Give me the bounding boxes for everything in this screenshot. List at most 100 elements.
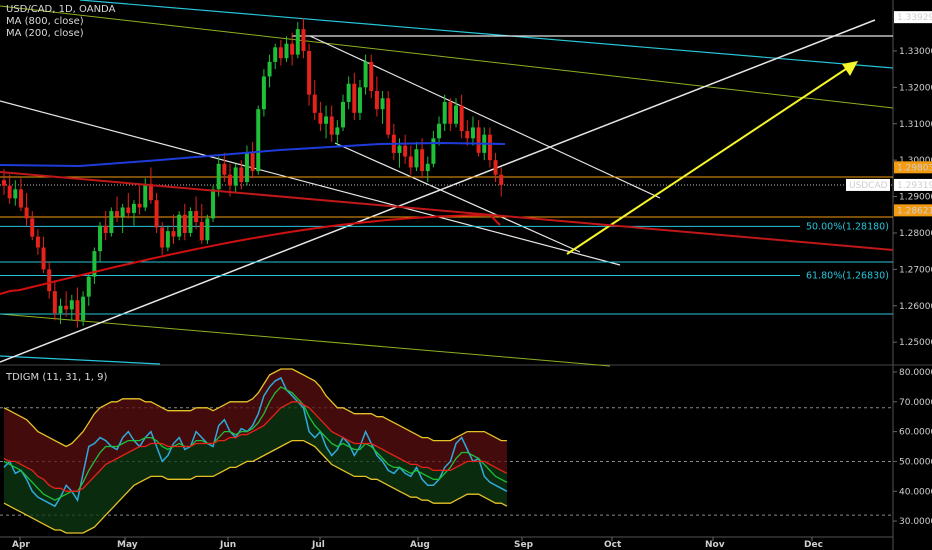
- candle-body: [256, 109, 261, 172]
- price-tick-label: 1.27000: [899, 265, 932, 275]
- candle-body: [69, 300, 74, 310]
- osc-tick-label: 70.0000: [899, 398, 932, 408]
- month-label: May: [117, 540, 138, 550]
- candle-body: [103, 225, 108, 233]
- candle-body: [318, 112, 323, 124]
- price-tag-current: 1.29319: [897, 181, 932, 191]
- osc-series-line: [3, 401, 508, 492]
- axis-labels: 50.00%(1.28180) 61.80%(1.26830) Apr May Jun J…: [12, 221, 889, 550]
- ma200-legend[interactable]: MA (200, close): [6, 28, 84, 39]
- candle-body: [115, 211, 119, 217]
- candle-body: [346, 83, 351, 102]
- price-tick-label: 1.25000: [899, 338, 932, 348]
- price-tag-orange: 1.29803: [897, 163, 932, 173]
- yellow-projection-arrow[interactable]: [566, 64, 853, 255]
- candle-body: [52, 291, 57, 314]
- candle-body: [284, 43, 289, 59]
- candle-body: [352, 83, 357, 113]
- candle-body: [126, 207, 131, 213]
- oscillator-legend: TDIGM (11, 31, 1, 9): [6, 372, 107, 384]
- candle-body: [380, 98, 385, 110]
- candle-body: [13, 189, 18, 199]
- month-label: Oct: [604, 540, 622, 550]
- price-tag-current-bg: [894, 178, 932, 191]
- month-label: Nov: [705, 540, 725, 550]
- candle-body: [295, 29, 300, 55]
- tdigm-legend[interactable]: TDIGM (11, 31, 1, 9): [6, 372, 108, 383]
- candle-body: [459, 105, 464, 132]
- price-tick-label: 1.32000: [899, 83, 932, 93]
- candle-body: [278, 47, 283, 59]
- osc-series-line: [3, 368, 507, 448]
- channel-upper-line[interactable]: [79, 0, 894, 69]
- candle-body: [261, 76, 266, 110]
- channel-lower-line[interactable]: [0, 355, 161, 365]
- price-tag-high-bg: [894, 11, 932, 24]
- price-tag-orange-bg: [894, 161, 932, 174]
- candle-body: [41, 247, 46, 270]
- candle-body: [160, 227, 165, 248]
- candle-body: [24, 207, 29, 219]
- olive-channel-upper[interactable]: [0, 5, 894, 109]
- candle-body: [188, 211, 193, 233]
- moving-averages: [0, 141, 894, 295]
- candle-body: [64, 305, 69, 310]
- candle-body: [171, 231, 176, 237]
- white-uptrend-line[interactable]: [0, 19, 876, 363]
- candle-body: [403, 145, 408, 157]
- symbol-tag: USDCAD: [849, 181, 888, 191]
- month-label: Jul: [311, 540, 325, 550]
- candle-body: [341, 101, 345, 128]
- candle-body: [205, 218, 210, 241]
- candle-body: [454, 105, 458, 124]
- wedge-upper-line[interactable]: [309, 35, 661, 199]
- osc-tick-label: 80.0000: [899, 368, 932, 378]
- candle-body: [211, 189, 216, 219]
- candle-body: [86, 276, 91, 297]
- candle-body: [58, 305, 63, 314]
- candle-body: [465, 131, 470, 139]
- white-downtrend-line[interactable]: [0, 100, 621, 266]
- candle-body: [75, 300, 80, 321]
- symbol-tag-bg: [846, 178, 890, 191]
- candle-body: [92, 251, 97, 277]
- candle-body: [267, 61, 272, 77]
- candle-body: [324, 116, 329, 124]
- ma800-legend[interactable]: MA (800, close): [6, 16, 84, 27]
- ma200-line: [0, 213, 501, 295]
- price-tick-label: 1.31000: [899, 120, 932, 130]
- price-tick-label: 1.30000: [899, 156, 932, 166]
- candle-body: [239, 167, 244, 182]
- candle-body: [143, 183, 148, 208]
- candle-body: [222, 163, 227, 175]
- main-legend: USD/CAD, 1D, OANDA MA (800, close) MA (2…: [6, 4, 115, 40]
- candle-body: [363, 61, 368, 88]
- candle-body: [425, 163, 430, 172]
- candle-body: [312, 94, 317, 113]
- candle-body: [35, 236, 40, 248]
- candle-body: [182, 214, 187, 233]
- candle-body: [81, 296, 86, 321]
- wedge-lower-line[interactable]: [334, 142, 581, 253]
- osc-series-line: [3, 386, 508, 501]
- osc-tick-label: 60.0000: [899, 428, 932, 438]
- candle-body: [120, 207, 125, 217]
- price-tick-label: 1.29000: [899, 193, 932, 203]
- candle-body: [408, 156, 413, 168]
- price-axis[interactable]: 1.33000 1.32000 1.31000 1.30000 1.29000 1.280…: [846, 11, 932, 527]
- candle-body: [2, 180, 6, 186]
- candle-body: [154, 200, 159, 228]
- arrow-head: [842, 61, 858, 76]
- candle-body: [7, 185, 12, 199]
- candle-body: [250, 152, 255, 172]
- candle-body: [98, 225, 103, 252]
- candle-body: [131, 203, 136, 213]
- symbol-legend[interactable]: USD/CAD, 1D, OANDA: [6, 4, 116, 15]
- candle-body: [448, 101, 453, 124]
- month-label: Apr: [12, 540, 30, 550]
- osc-upper-band-fill: [4, 369, 507, 492]
- price-tick-label: 1.26000: [899, 302, 932, 312]
- candle-body: [476, 127, 481, 153]
- osc-series-line: [3, 439, 508, 534]
